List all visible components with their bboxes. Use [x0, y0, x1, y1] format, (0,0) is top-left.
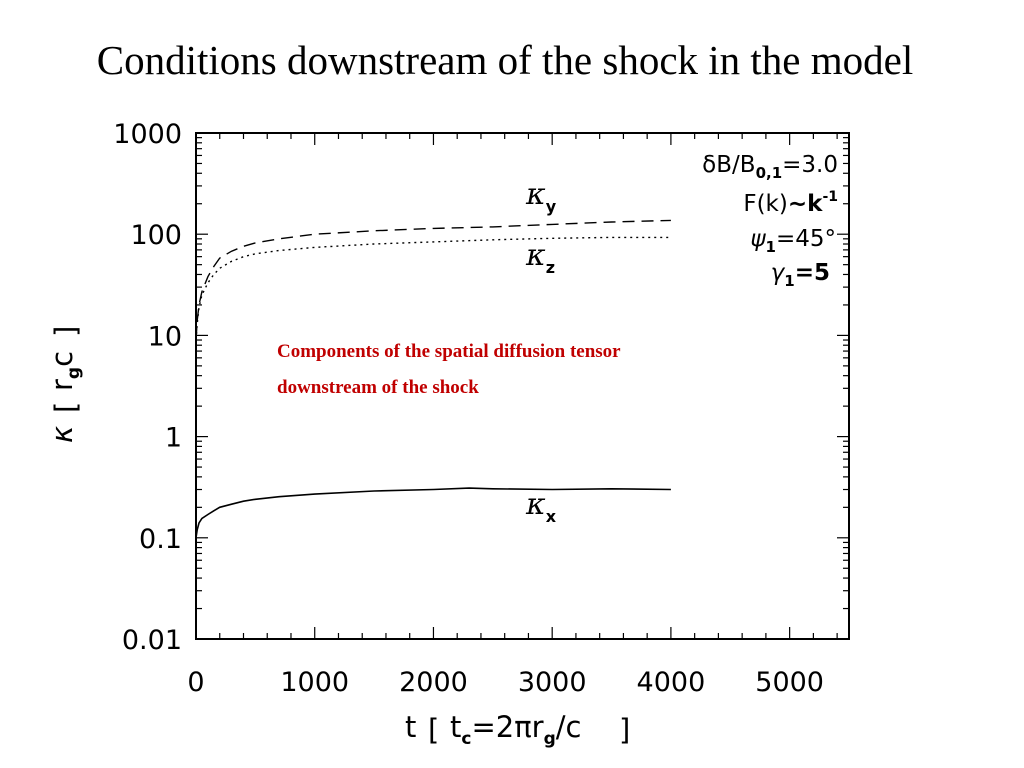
param-deltaB: δB/B0,1=3.0: [702, 152, 838, 182]
y-tick-label: 0.1: [139, 524, 182, 555]
series-line-κx: [195, 487, 671, 538]
x-tick-label: 0: [187, 667, 204, 698]
plot-frame: [195, 132, 850, 640]
series-label-ky: κy: [525, 177, 557, 216]
param-gamma: γ1=5: [771, 260, 830, 290]
svg-text:]: ]: [49, 326, 83, 337]
param-psi: ψ1=45°: [750, 226, 836, 256]
svg-text:κ: κ: [45, 426, 79, 443]
annotation-text: Components of the spatial diffusion tens…: [277, 334, 621, 406]
svg-text:rgc: rgc: [45, 351, 84, 391]
annotation-line-2: downstream of the shock: [277, 377, 479, 398]
x-tick-label: 4000: [637, 667, 706, 698]
y-axis-label: κ [ rgc ]: [45, 326, 84, 443]
svg-text:tc=2πrg/c: tc=2πrg/c: [450, 710, 581, 749]
svg-text:t: t: [405, 710, 416, 744]
x-tick-label: 5000: [755, 667, 824, 698]
slide-title: Conditions downstream of the shock in th…: [96, 37, 914, 83]
y-tick-label: 10: [148, 321, 182, 352]
x-axis-label: t [ tc=2πrg/c ]: [405, 710, 630, 749]
series-line-κy: [195, 219, 671, 341]
x-tick-label: 2000: [399, 667, 468, 698]
x-tick-label: 3000: [518, 667, 587, 698]
y-tick-label: 100: [130, 220, 182, 251]
svg-text:[: [: [428, 713, 439, 747]
x-tick-label: 1000: [280, 667, 349, 698]
svg-text:[: [: [49, 402, 83, 413]
svg-text:]: ]: [619, 713, 630, 747]
y-tick-label: 0.01: [122, 625, 182, 656]
series-line-κz: [195, 236, 671, 341]
annotation-line-1: Components of the spatial diffusion tens…: [277, 341, 621, 362]
param-spectrum: F(k)~k-1: [743, 189, 838, 217]
y-tick-label: 1: [165, 423, 182, 454]
series-label-kx: κx: [525, 487, 557, 526]
y-tick-label: 1000: [113, 119, 182, 150]
series-label-kz: κz: [525, 238, 555, 277]
